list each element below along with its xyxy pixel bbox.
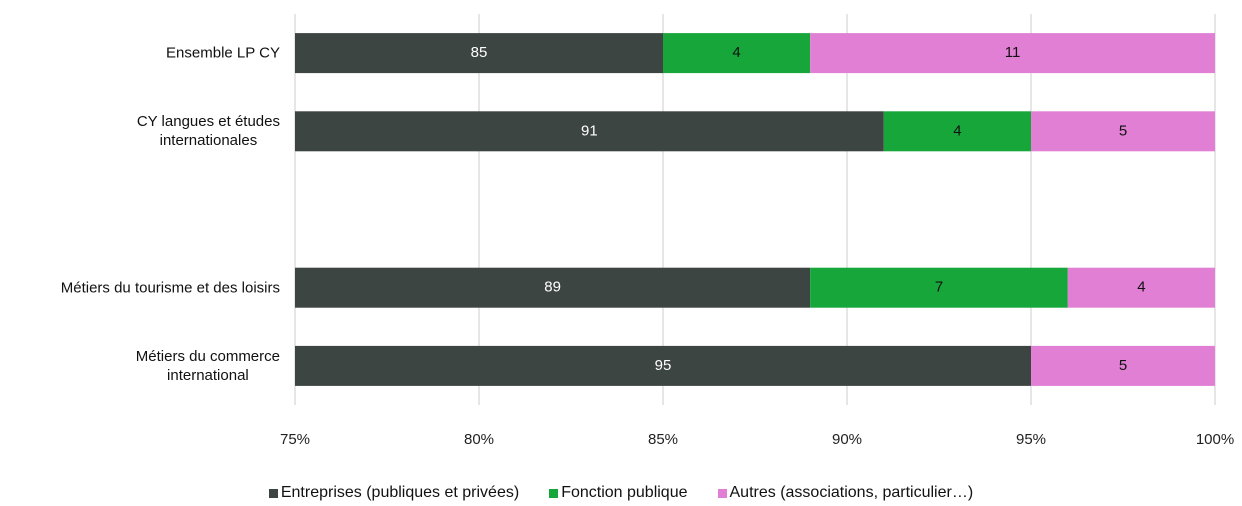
data-label: 5 (1119, 122, 1127, 139)
legend-label: Autres (associations, particulier…) (729, 484, 974, 501)
grid (294, 14, 1216, 405)
category-label: Métiers du tourisme et des loisirs (61, 278, 280, 297)
bar-segment (295, 345, 1031, 386)
data-label: 89 (544, 279, 561, 296)
data-label: 4 (732, 44, 740, 61)
bar-segment (810, 267, 1068, 308)
legend-label: Fonction publique (561, 484, 688, 501)
category-text: CY langues et études internationales (136, 113, 280, 150)
bar-segment (295, 33, 663, 74)
data-label: 85 (471, 44, 488, 61)
data-label: 91 (581, 122, 598, 139)
legend-swatch (549, 488, 559, 498)
bar-segment (663, 33, 811, 74)
x-tick-label: 100% (1196, 431, 1234, 448)
data-label: 11 (1005, 44, 1021, 61)
data-label: 4 (953, 122, 961, 139)
legend: Entreprises (publiques et privées) Foncti… (0, 484, 1242, 502)
data-label: 95 (655, 357, 672, 374)
legend-swatch (268, 488, 278, 498)
bar-segment (1031, 345, 1215, 386)
bar-segment (295, 267, 811, 308)
category-text: Métiers du commerce international (135, 347, 280, 384)
x-tick-label: 85% (648, 431, 678, 448)
legend-item: Entreprises (publiques et privées) (268, 484, 520, 502)
bar-segment (295, 111, 884, 152)
x-tick-label: 80% (464, 431, 494, 448)
bar-segment (810, 33, 1215, 74)
bars (295, 33, 1215, 386)
category-label: Métiers du commerce international (136, 347, 280, 385)
legend-swatch (717, 488, 727, 498)
x-tick-label: 90% (832, 431, 862, 448)
category-label: CY langues et études internationales (137, 112, 280, 150)
legend-item: Fonction publique (549, 484, 688, 502)
data-label: 4 (1137, 279, 1145, 296)
category-text: Métiers du tourisme et des loisirs (60, 279, 280, 297)
x-tick-label: 95% (1016, 431, 1046, 448)
data-label: 7 (935, 279, 943, 296)
legend-label: Entreprises (publiques et privées) (280, 484, 520, 501)
data-label: 5 (1119, 357, 1127, 374)
bar-segment (883, 111, 1031, 152)
bar-segment (1067, 267, 1215, 308)
x-tick-label: 75% (280, 431, 310, 448)
legend-item: Autres (associations, particulier…) (717, 484, 974, 502)
labels: 75% 80% 85% 90% 95% 100% 85 4 11 91 4 5 89 7 4 95 5 (280, 44, 1234, 448)
category-label: Ensemble LP CY (166, 44, 280, 63)
category-text: Ensemble LP CY (166, 44, 280, 62)
bar-segment (1031, 111, 1215, 152)
